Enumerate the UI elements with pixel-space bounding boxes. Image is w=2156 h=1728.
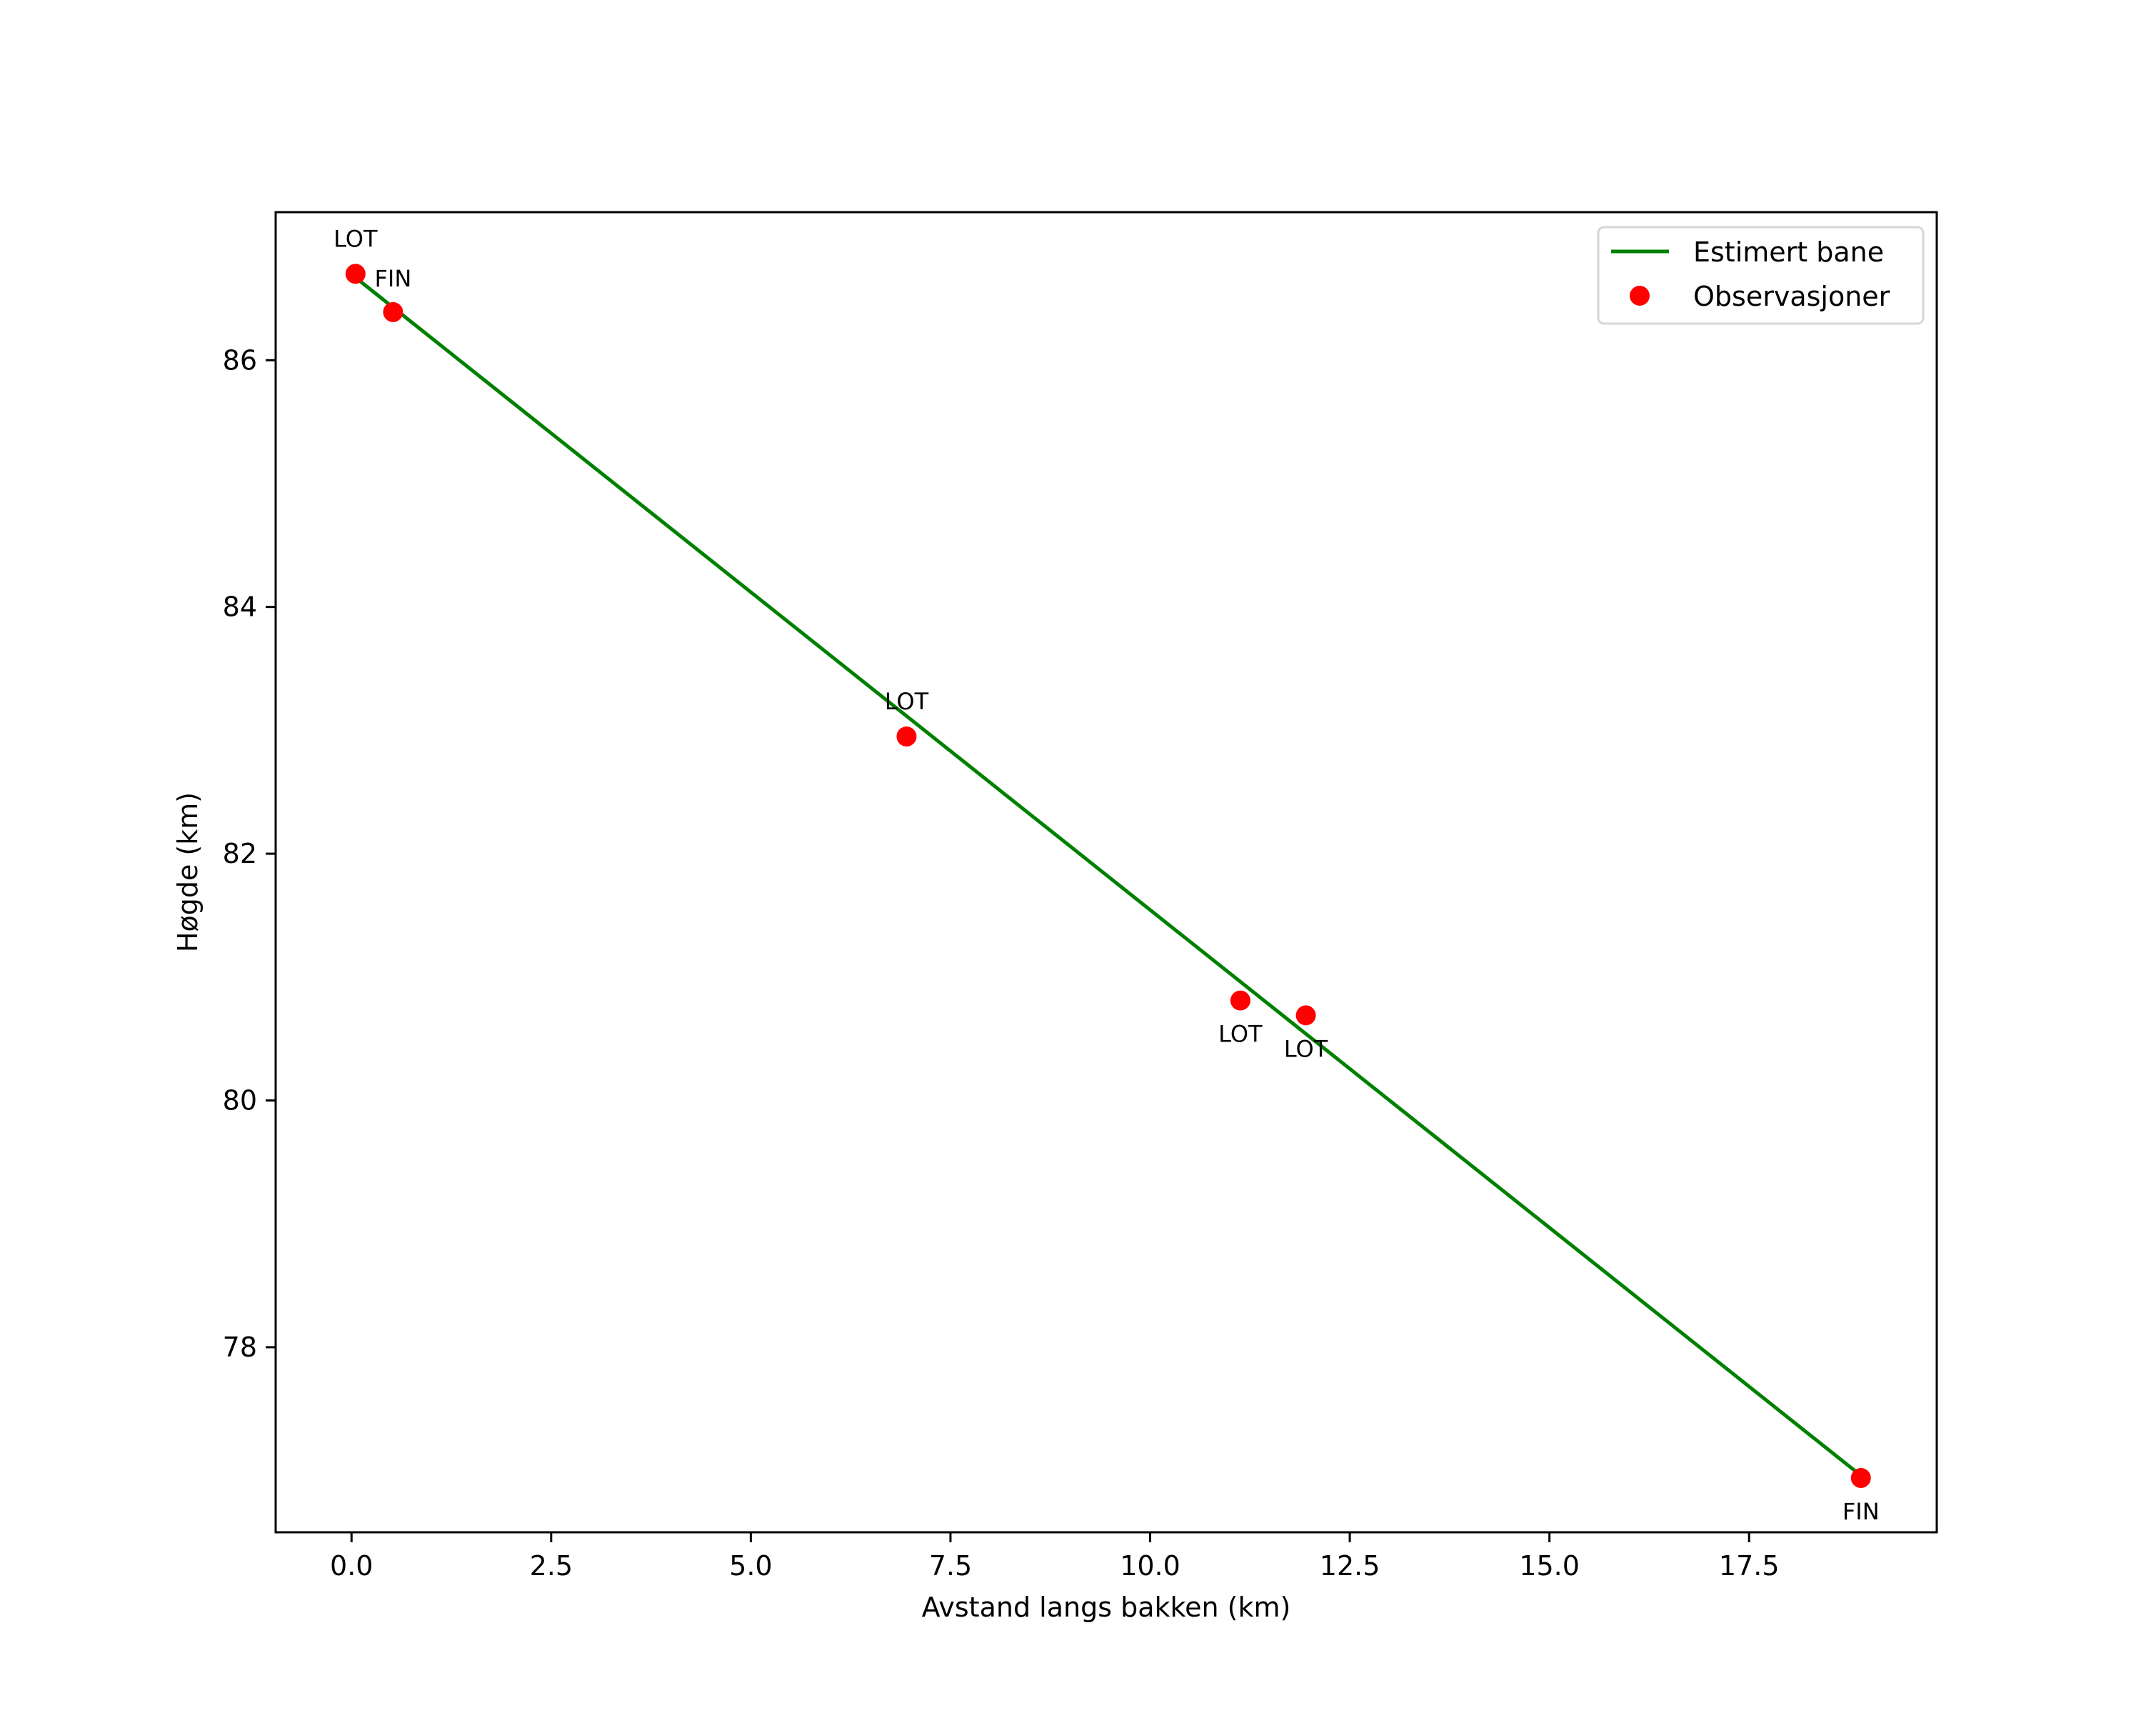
x-axis-label: Avstand langs bakken (km)	[922, 1592, 1291, 1623]
legend-dot-icon	[1630, 286, 1650, 306]
observation-label: LOT	[885, 688, 929, 715]
x-tick-label: 2.5	[530, 1550, 573, 1582]
observation-label: FIN	[1842, 1498, 1880, 1525]
observation-labels: LOT FIN LOT LOT LOT FIN	[334, 225, 1880, 1525]
legend-label-observations: Observasjoner	[1693, 281, 1890, 312]
observation-point	[383, 301, 403, 322]
x-tick-label: 0.0	[330, 1550, 373, 1582]
y-axis-ticks: 78 80 82 84 86	[223, 344, 276, 1363]
axes-frame	[274, 211, 1938, 1534]
trajectory-line-path	[354, 276, 1862, 1477]
observation-point	[345, 264, 366, 284]
y-tick-label: 86	[223, 344, 257, 376]
observation-point	[896, 726, 917, 747]
y-tick-label: 78	[223, 1332, 257, 1363]
estimated-trajectory-line	[354, 276, 1862, 1477]
x-tick-label: 12.5	[1320, 1550, 1380, 1582]
y-tick-label: 84	[223, 591, 257, 623]
plot-area: LOT FIN LOT LOT LOT FIN	[334, 225, 1880, 1525]
observation-label: LOT	[1284, 1035, 1328, 1062]
x-axis-ticks: 0.0 2.5 5.0 7.5 10.0 12.5 15.0 17.5	[330, 1532, 1780, 1582]
x-tick-label: 15.0	[1519, 1550, 1580, 1582]
legend-label-estimated-trajectory: Estimert bane	[1693, 236, 1884, 268]
x-tick-label: 5.0	[729, 1550, 772, 1582]
observation-label: LOT	[334, 225, 378, 252]
observation-label: LOT	[1218, 1021, 1263, 1048]
x-tick-label: 7.5	[929, 1550, 972, 1582]
y-tick-label: 82	[223, 838, 257, 869]
observation-point	[1230, 990, 1250, 1011]
observation-point	[1295, 1005, 1316, 1026]
observation-points	[345, 264, 1871, 1489]
legend-box	[1597, 226, 1925, 325]
y-axis-label: Høgde (km)	[172, 792, 204, 952]
observation-label: FIN	[374, 265, 411, 292]
observation-point	[1850, 1468, 1871, 1489]
y-tick-label: 80	[223, 1085, 257, 1117]
legend: Estimert bane Observasjoner	[1597, 226, 1925, 325]
x-tick-label: 10.0	[1120, 1550, 1180, 1582]
x-tick-label: 17.5	[1719, 1550, 1780, 1582]
